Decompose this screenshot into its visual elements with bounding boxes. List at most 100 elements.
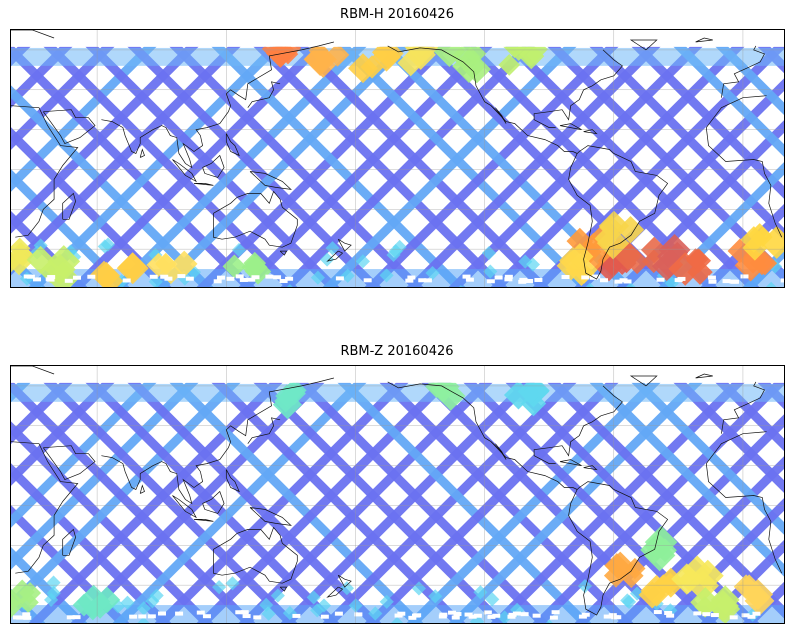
data-gap bbox=[708, 279, 717, 284]
data-gap bbox=[534, 277, 543, 282]
data-gap bbox=[578, 614, 587, 619]
swath-track bbox=[11, 169, 130, 287]
polar-band bbox=[11, 383, 784, 402]
cyan-cell bbox=[212, 580, 227, 595]
coastline bbox=[193, 519, 214, 522]
data-gap bbox=[23, 615, 32, 620]
data-gap bbox=[226, 276, 235, 281]
cyan-cell bbox=[231, 242, 247, 258]
cyan-cell bbox=[526, 622, 541, 623]
swath-track bbox=[742, 245, 784, 287]
coastline bbox=[568, 481, 669, 616]
data-gap bbox=[551, 610, 560, 615]
data-gap bbox=[468, 614, 477, 619]
data-gap bbox=[752, 611, 761, 616]
swath-track bbox=[85, 382, 340, 623]
coastline bbox=[629, 375, 658, 387]
data-gap bbox=[147, 614, 156, 619]
cyan-cell bbox=[270, 588, 285, 603]
data-gap bbox=[486, 279, 495, 284]
coastline bbox=[629, 39, 658, 51]
data-gap bbox=[448, 610, 457, 615]
anomaly-cell bbox=[616, 216, 645, 244]
coastline bbox=[62, 528, 76, 556]
data-gap bbox=[453, 612, 462, 617]
cyan-cell bbox=[310, 603, 325, 618]
data-gap bbox=[599, 278, 608, 283]
coastline bbox=[533, 49, 623, 128]
coastline bbox=[43, 445, 96, 481]
data-gap bbox=[462, 274, 471, 279]
data-gap bbox=[265, 274, 274, 279]
map-canvas bbox=[11, 366, 784, 623]
data-gap bbox=[780, 278, 784, 283]
anomaly-cell bbox=[371, 46, 397, 65]
cyan-cell bbox=[348, 598, 363, 613]
data-gap bbox=[747, 614, 756, 619]
swath-track bbox=[43, 46, 298, 287]
cyan-cell bbox=[428, 589, 443, 604]
coastline bbox=[101, 41, 334, 169]
anomaly-cell bbox=[243, 251, 267, 275]
data-gap bbox=[561, 274, 570, 279]
coastline bbox=[695, 37, 713, 43]
data-gap bbox=[175, 611, 184, 616]
data-gap bbox=[729, 279, 738, 284]
data-gap bbox=[138, 614, 147, 619]
cyan-cell bbox=[46, 575, 61, 590]
data-gap bbox=[464, 612, 473, 617]
data-gap bbox=[656, 277, 665, 282]
coastline bbox=[583, 465, 598, 471]
coastline bbox=[490, 105, 507, 124]
coastline bbox=[11, 30, 55, 39]
coastline bbox=[43, 109, 96, 145]
data-gap bbox=[23, 274, 32, 279]
swath-track bbox=[11, 85, 214, 287]
data-gap bbox=[122, 278, 131, 283]
swath-track bbox=[757, 46, 784, 74]
data-gap bbox=[524, 278, 533, 283]
data-gap bbox=[423, 278, 432, 283]
data-gap bbox=[492, 613, 501, 618]
coastline bbox=[721, 45, 765, 98]
cyan-cell bbox=[620, 593, 635, 608]
swath-track bbox=[127, 46, 382, 287]
swath-track bbox=[11, 382, 115, 486]
swath-track bbox=[715, 46, 784, 116]
data-gap bbox=[46, 277, 55, 282]
anomaly-cell bbox=[733, 574, 759, 600]
anomaly-cell bbox=[170, 250, 198, 278]
data-gap bbox=[239, 277, 248, 282]
data-gap bbox=[160, 274, 169, 279]
anomaly-cell bbox=[566, 243, 594, 271]
data-gap bbox=[532, 613, 541, 618]
cyan-cell bbox=[473, 585, 488, 600]
data-gap bbox=[177, 274, 186, 279]
cyan-cell bbox=[320, 252, 335, 267]
data-gap bbox=[666, 613, 675, 618]
coastline bbox=[583, 129, 598, 135]
data-gap bbox=[354, 612, 363, 617]
swath-track bbox=[379, 382, 634, 623]
data-gap bbox=[707, 275, 716, 280]
cyan-cell bbox=[577, 578, 593, 594]
map-canvas bbox=[11, 30, 784, 287]
swath-track bbox=[11, 382, 73, 445]
data-gap bbox=[66, 615, 75, 620]
coastline bbox=[326, 250, 344, 262]
data-gap bbox=[405, 278, 414, 283]
cyan-cell bbox=[225, 576, 240, 591]
coastline bbox=[249, 171, 292, 190]
swath-track bbox=[11, 421, 214, 623]
data-gap bbox=[592, 274, 601, 279]
coastline bbox=[193, 183, 214, 186]
data-gap bbox=[292, 613, 301, 618]
coastline bbox=[225, 469, 240, 493]
coastline bbox=[490, 441, 507, 460]
coastline bbox=[139, 148, 145, 158]
data-gap bbox=[411, 613, 420, 618]
swath-track bbox=[295, 382, 550, 623]
cyan-cell bbox=[582, 282, 597, 287]
coastline bbox=[559, 123, 582, 130]
panel-title-bottom: RBM-Z 20160426 bbox=[340, 344, 454, 359]
